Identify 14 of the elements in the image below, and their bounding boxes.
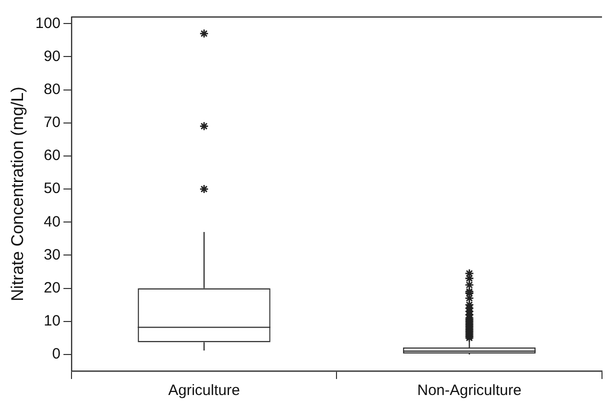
y-tick-label: 20	[44, 279, 60, 296]
y-tick-label: 80	[44, 80, 60, 98]
y-axis-title: Nitrate Concentration (mg/L)	[8, 86, 27, 302]
y-tick-label: 40	[44, 213, 60, 230]
y-tick-label: 50	[44, 180, 60, 198]
y-tick-label: 70	[44, 114, 60, 132]
y-tick-label: 30	[44, 246, 60, 264]
y-tick-label: 0	[52, 346, 60, 363]
y-tick-label: 10	[44, 312, 60, 330]
y-tick-label: 90	[44, 48, 60, 65]
y-tick-label: 60	[44, 147, 60, 164]
x-tick-label: Non-Agriculture	[417, 382, 522, 400]
x-tick-label: Agriculture	[168, 382, 240, 400]
y-tick-label: 100	[35, 14, 60, 32]
